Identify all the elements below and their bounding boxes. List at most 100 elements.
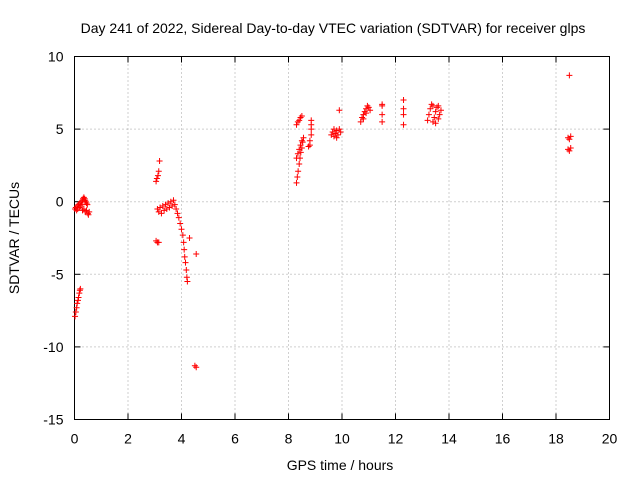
data-point <box>400 105 407 112</box>
data-point <box>330 126 337 133</box>
data-point <box>427 105 434 112</box>
data-point <box>305 143 312 150</box>
x-tick-label: 18 <box>548 431 564 447</box>
data-points <box>72 72 574 371</box>
data-point <box>334 131 341 138</box>
data-point <box>295 168 302 175</box>
data-point <box>155 208 162 215</box>
data-point <box>425 111 432 118</box>
data-point <box>293 155 300 162</box>
data-point <box>159 203 166 210</box>
data-point <box>432 108 439 115</box>
data-point <box>360 115 367 122</box>
data-point <box>76 290 83 297</box>
x-axis-label: GPS time / hours <box>287 457 394 473</box>
data-point <box>169 203 176 210</box>
data-point <box>379 118 386 125</box>
data-point <box>298 113 305 120</box>
data-point <box>435 115 442 122</box>
data-point <box>367 107 374 114</box>
data-point <box>298 144 305 151</box>
data-point <box>566 147 573 154</box>
ticks: 0 2 4 6 8 10 12 14 16 18 20 10 5 0 -5 -10 -15 <box>43 49 617 447</box>
data-point <box>156 158 163 165</box>
y-tick-label: 10 <box>48 49 64 65</box>
data-point <box>83 207 90 214</box>
data-point <box>165 200 172 207</box>
data-point <box>361 108 368 115</box>
x-tick-label: 12 <box>388 431 404 447</box>
data-point <box>357 118 364 125</box>
data-point <box>329 129 336 136</box>
data-point <box>179 232 186 239</box>
data-point <box>294 150 301 157</box>
data-point <box>364 102 371 109</box>
data-point <box>400 97 407 104</box>
data-point <box>76 287 83 294</box>
data-point <box>336 126 343 133</box>
data-point <box>296 117 303 124</box>
data-point <box>174 210 181 217</box>
y-tick-label: 5 <box>56 121 64 137</box>
data-point <box>193 250 200 257</box>
x-tick-label: 2 <box>124 431 132 447</box>
data-point <box>437 107 444 114</box>
data-point <box>565 134 572 141</box>
data-point <box>81 195 88 202</box>
data-point <box>78 201 85 208</box>
data-point <box>155 239 162 246</box>
data-point <box>180 239 187 246</box>
data-point <box>186 235 193 241</box>
data-point <box>175 214 182 221</box>
data-point <box>328 131 335 138</box>
chart-title: Day 241 of 2022, Sidereal Day-to-day VTE… <box>81 20 586 36</box>
data-point <box>72 309 79 316</box>
data-point <box>167 198 174 205</box>
data-point <box>83 200 90 207</box>
data-point <box>365 104 372 111</box>
data-point <box>183 266 190 273</box>
data-point <box>297 114 304 121</box>
data-point <box>170 197 177 204</box>
x-tick-label: 14 <box>441 431 457 447</box>
data-point <box>400 111 407 118</box>
data-point <box>181 246 188 253</box>
data-point <box>336 107 343 114</box>
grid <box>74 56 610 420</box>
data-point <box>178 226 185 233</box>
data-point <box>363 110 370 117</box>
data-point <box>435 102 442 109</box>
data-point <box>432 120 439 127</box>
data-point <box>86 208 93 215</box>
x-tick-label: 20 <box>602 431 618 447</box>
x-tick-label: 16 <box>495 431 511 447</box>
data-point <box>294 174 301 181</box>
data-point <box>80 194 87 201</box>
data-point <box>431 114 438 121</box>
data-point <box>294 118 301 125</box>
data-point <box>161 207 168 214</box>
data-point <box>308 131 315 138</box>
data-point <box>333 134 340 141</box>
data-point <box>80 205 87 212</box>
data-point <box>296 160 303 167</box>
data-point <box>73 207 80 214</box>
data-point <box>182 259 189 266</box>
data-point <box>429 118 436 125</box>
data-point <box>332 130 339 137</box>
y-tick-label: -5 <box>51 266 64 282</box>
data-point <box>75 294 82 301</box>
data-point <box>567 133 574 140</box>
data-point <box>85 211 92 218</box>
data-point <box>566 136 573 143</box>
y-tick-label: -10 <box>43 339 63 355</box>
data-point <box>436 111 443 118</box>
data-point <box>153 175 160 182</box>
data-point <box>428 101 435 108</box>
data-point <box>72 313 79 320</box>
y-axis-label: SDTVAR / TECUs <box>6 182 22 294</box>
data-point <box>191 362 198 369</box>
data-point <box>77 285 84 292</box>
data-point <box>155 168 162 175</box>
